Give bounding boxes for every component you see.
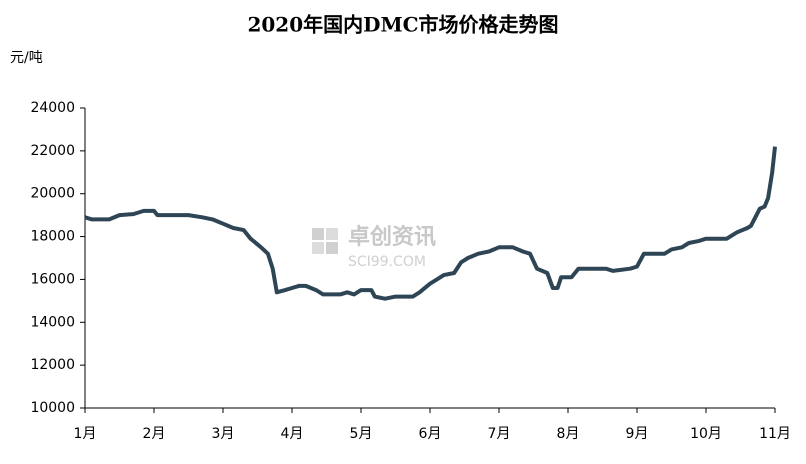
chart-title: 2020年国内DMC市场价格走势图	[247, 13, 558, 37]
price-line	[84, 146, 777, 301]
x-tick-label: 1月	[74, 426, 97, 442]
y-tick-label: 12000	[30, 357, 75, 373]
y-tick-label: 14000	[30, 314, 75, 330]
y-tick-label: 22000	[30, 143, 75, 159]
x-tick-label: 11月	[759, 426, 791, 442]
x-tick-label: 7月	[488, 426, 511, 442]
x-tick-label: 6月	[419, 426, 442, 442]
y-tick-label: 10000	[30, 400, 75, 416]
watermark: 卓创资讯 SCI99.COM	[312, 225, 436, 270]
y-tick-label: 20000	[30, 186, 75, 202]
watermark-sub: SCI99.COM	[348, 254, 426, 270]
watermark-logo	[312, 228, 324, 240]
y-tick-label: 24000	[30, 100, 75, 116]
watermark-logo	[326, 242, 338, 254]
y-tick-label: 16000	[30, 271, 75, 287]
y-tick-label: 18000	[30, 229, 75, 245]
x-tick-label: 4月	[281, 426, 304, 442]
x-tick-label: 9月	[626, 426, 649, 442]
x-tick-label: 3月	[212, 426, 235, 442]
watermark-text: 卓创资讯	[348, 225, 436, 250]
x-tick-label: 5月	[350, 426, 373, 442]
watermark-logo	[326, 228, 338, 240]
x-tick-label: 8月	[557, 426, 580, 442]
x-tick-label: 2月	[143, 426, 166, 442]
watermark-logo	[312, 242, 324, 254]
x-tick-label: 10月	[690, 426, 722, 442]
y-axis-label: 元/吨	[10, 50, 43, 66]
